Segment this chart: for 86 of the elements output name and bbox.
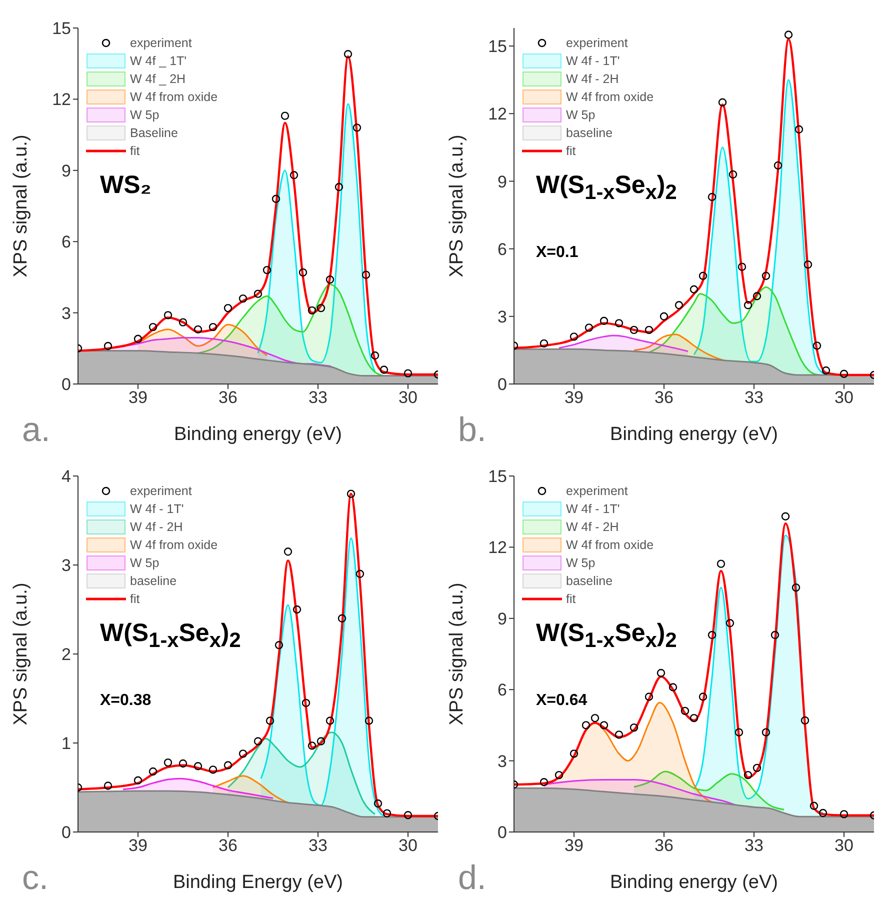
legend-label: W 5p xyxy=(566,108,596,122)
x-axis-title: Binding energy (eV) xyxy=(174,424,342,445)
x-tick-label: 36 xyxy=(654,388,674,408)
y-axis-title: XPS signal (a.u.) xyxy=(446,582,468,726)
legend-label: baseline xyxy=(130,574,177,588)
y-tick-label: 12 xyxy=(488,104,507,124)
legend-label: W 4f from oxide xyxy=(130,90,218,104)
text: d. xyxy=(458,859,486,898)
y-tick-label: 15 xyxy=(52,19,71,38)
x-tick-label: 39 xyxy=(128,388,148,408)
legend-label: W 5p xyxy=(130,108,160,122)
y-axis-title: XPS signal (a.u.) xyxy=(10,582,32,726)
y-tick-label: 6 xyxy=(498,240,507,259)
x-tick-label: 33 xyxy=(308,388,328,408)
x-tick-label: 33 xyxy=(744,388,764,408)
annotation: W(S$_{1-x}$Se$_{x}$)$_{2}$ xyxy=(536,171,677,205)
y-tick-label: 12 xyxy=(488,538,507,558)
y-tick-label: 15 xyxy=(488,467,507,486)
x-tick-label: 33 xyxy=(308,836,328,856)
y-tick-label: 2 xyxy=(62,645,71,664)
y-tick-label: 1 xyxy=(62,734,71,754)
x-tick-label: 30 xyxy=(834,388,854,408)
legend-label: W 4f from oxide xyxy=(566,538,654,552)
y-tick-label: 12 xyxy=(52,90,71,110)
x-tick-label: 30 xyxy=(834,836,854,856)
legend-label: W 5p xyxy=(130,556,160,570)
annotation: X=0.38 xyxy=(100,692,152,710)
legend-label: W 4f - 2H xyxy=(566,520,619,534)
legend-label: W 4f - 1T' xyxy=(566,502,620,516)
legend-label: experiment xyxy=(130,484,192,498)
x-tick-label: 30 xyxy=(398,836,418,856)
x-axis-title: Binding energy (eV) xyxy=(610,424,778,445)
annotation: WS₂ xyxy=(100,171,152,200)
x-tick-label: 36 xyxy=(654,836,674,856)
x-tick-label: 39 xyxy=(128,836,148,856)
legend-label: fit xyxy=(130,592,140,606)
x-tick-label: 39 xyxy=(564,388,584,408)
y-tick-label: 4 xyxy=(62,467,71,486)
y-tick-label: 0 xyxy=(62,823,71,842)
legend-label: W 4f - 2H xyxy=(566,72,619,86)
y-axis-title: XPS signal (a.u.) xyxy=(446,134,468,278)
y-tick-label: 15 xyxy=(488,37,507,56)
x-tick-label: 39 xyxy=(564,836,584,856)
y-tick-label: 9 xyxy=(498,609,507,628)
x-axis-title: Binding energy (eV) xyxy=(610,872,778,893)
legend-label: fit xyxy=(566,592,576,606)
legend-label: fit xyxy=(566,144,576,158)
y-tick-label: 6 xyxy=(62,232,71,252)
y-tick-label: 6 xyxy=(498,680,507,700)
x-tick-label: 36 xyxy=(218,388,238,408)
legend-label: W 4f - 1T' xyxy=(130,502,184,516)
text: a. xyxy=(22,411,50,450)
x-tick-label: 36 xyxy=(218,836,238,856)
x-tick-label: 33 xyxy=(744,836,764,856)
y-tick-label: 9 xyxy=(498,172,507,192)
legend-label: W 4f _ 1T' xyxy=(130,54,187,68)
legend-label: W 4f - 1T' xyxy=(566,54,620,68)
x-axis-title: Binding Energy (eV) xyxy=(172,872,344,893)
legend-label: W 4f _ 2H xyxy=(130,72,186,86)
legend-label: baseline xyxy=(566,126,613,140)
legend-label: W 4f from oxide xyxy=(130,538,218,552)
legend-label: fit xyxy=(130,144,140,158)
annotation: W(S$_{1-x}$Se$_{x}$)$_{2}$ xyxy=(100,619,241,653)
legend-label: experiment xyxy=(566,36,628,50)
legend-label: experiment xyxy=(566,484,628,498)
legend-label: baseline xyxy=(566,574,613,588)
annotation: X=0.64 xyxy=(536,692,588,710)
legend-label: Baseline xyxy=(130,126,178,140)
annotation: W(S$_{1-x}$Se$_{x}$)$_{2}$ xyxy=(536,619,677,653)
y-tick-label: 3 xyxy=(62,304,71,323)
x-tick-label: 30 xyxy=(398,388,418,408)
y-tick-label: 3 xyxy=(498,307,507,326)
y-tick-label: 3 xyxy=(498,752,507,771)
y-axis-title: XPS signal (a.u.) xyxy=(10,134,32,278)
y-tick-label: 9 xyxy=(62,161,71,180)
text: c. xyxy=(22,859,48,898)
y-tick-label: 3 xyxy=(62,556,71,576)
y-tick-label: 0 xyxy=(62,375,71,394)
y-tick-label: 0 xyxy=(498,375,507,394)
legend-label: W 4f - 2H xyxy=(130,520,183,534)
legend-label: W 4f from oxide xyxy=(566,90,654,104)
annotation: X=0.1 xyxy=(536,244,578,262)
legend-label: experiment xyxy=(130,36,192,50)
legend-label: W 5p xyxy=(566,556,596,570)
y-tick-label: 0 xyxy=(498,823,507,842)
text: b. xyxy=(458,411,486,450)
